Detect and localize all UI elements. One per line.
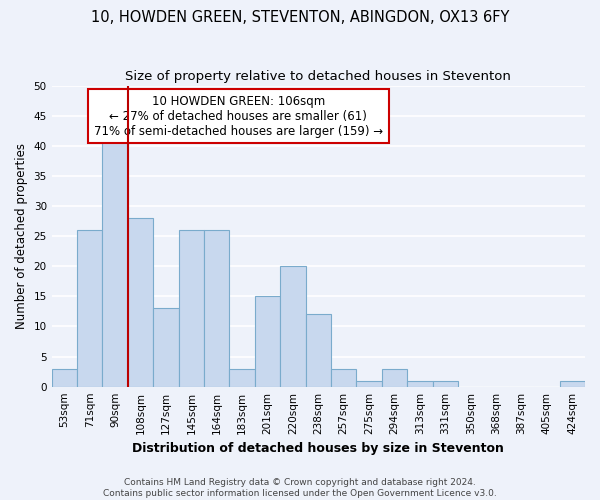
Bar — [52, 368, 77, 386]
Text: Contains HM Land Registry data © Crown copyright and database right 2024.
Contai: Contains HM Land Registry data © Crown c… — [103, 478, 497, 498]
Bar — [407, 380, 433, 386]
Bar — [103, 134, 128, 386]
X-axis label: Distribution of detached houses by size in Steventon: Distribution of detached houses by size … — [133, 442, 504, 455]
Bar — [204, 230, 229, 386]
Bar — [255, 296, 280, 386]
Bar — [77, 230, 103, 386]
Bar — [560, 380, 585, 386]
Bar — [305, 314, 331, 386]
Bar — [433, 380, 458, 386]
Bar — [382, 368, 407, 386]
Bar — [331, 368, 356, 386]
Text: 10, HOWDEN GREEN, STEVENTON, ABINGDON, OX13 6FY: 10, HOWDEN GREEN, STEVENTON, ABINGDON, O… — [91, 10, 509, 25]
Bar — [179, 230, 204, 386]
Bar — [356, 380, 382, 386]
Text: 10 HOWDEN GREEN: 106sqm
← 27% of detached houses are smaller (61)
71% of semi-de: 10 HOWDEN GREEN: 106sqm ← 27% of detache… — [94, 94, 383, 138]
Bar — [229, 368, 255, 386]
Y-axis label: Number of detached properties: Number of detached properties — [15, 143, 28, 329]
Bar — [153, 308, 179, 386]
Bar — [280, 266, 305, 386]
Title: Size of property relative to detached houses in Steventon: Size of property relative to detached ho… — [125, 70, 511, 83]
Bar — [128, 218, 153, 386]
